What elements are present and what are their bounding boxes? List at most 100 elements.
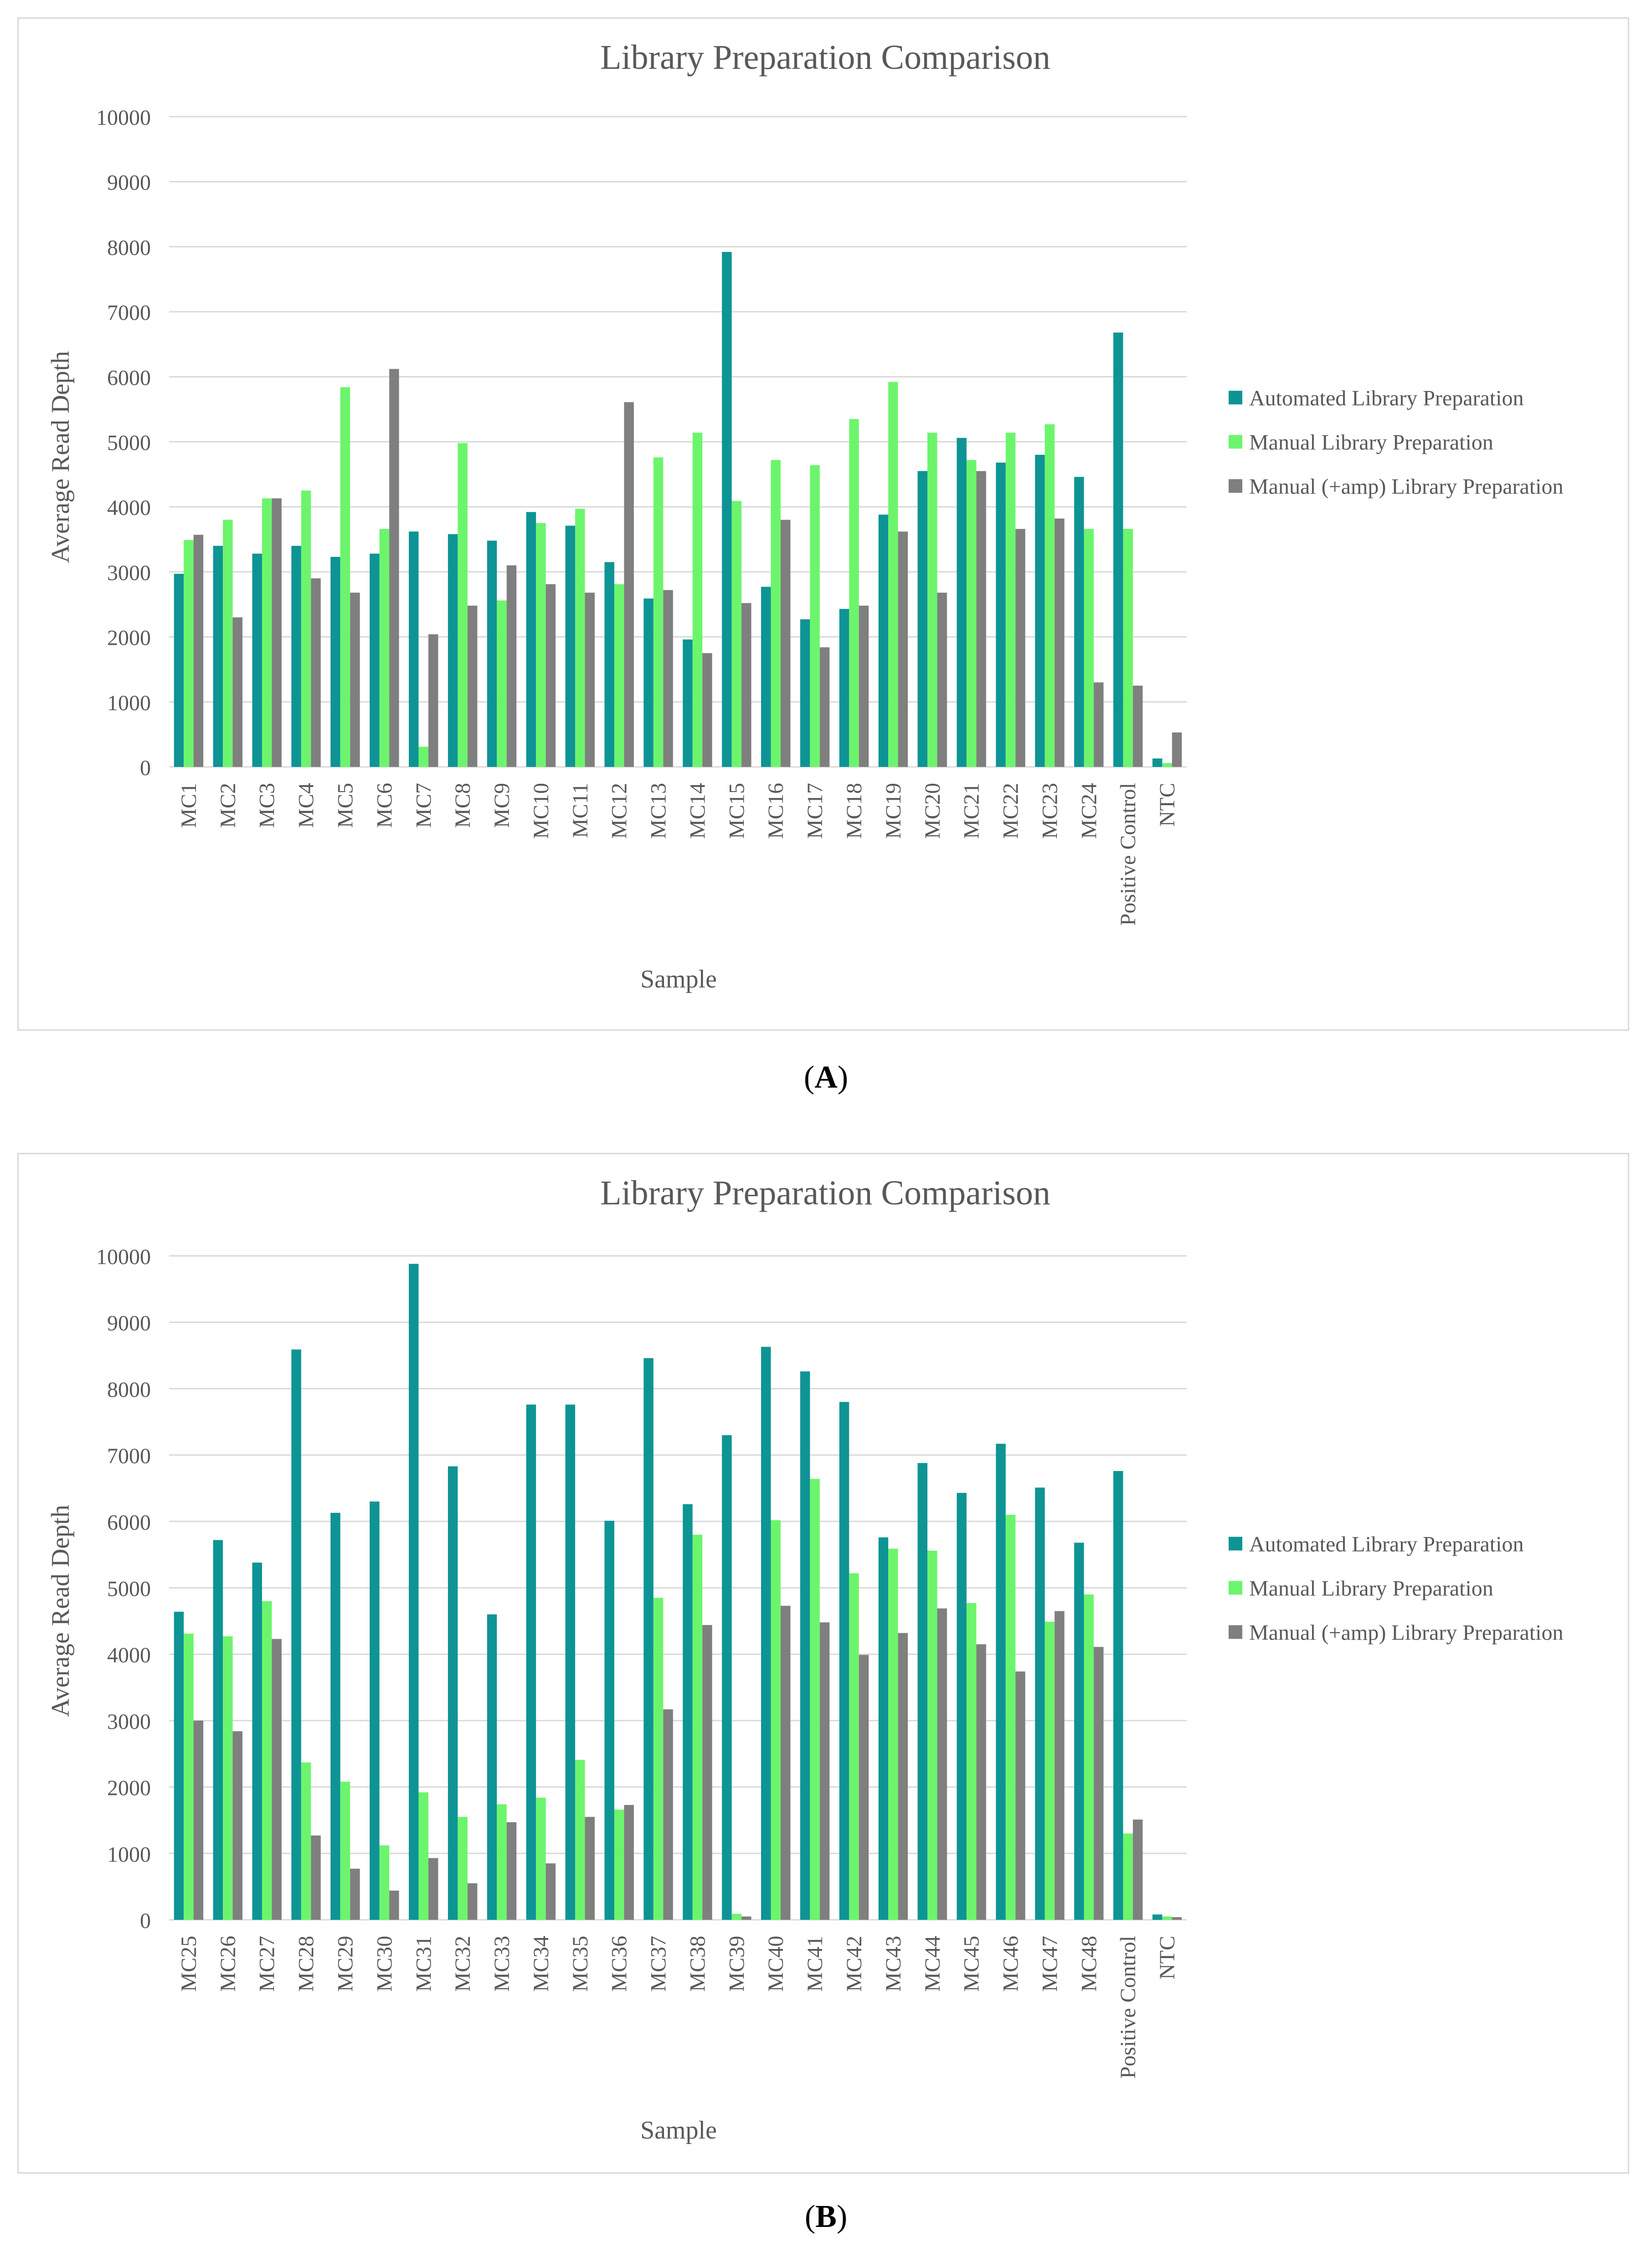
- bar-mc26-series-2: [223, 1636, 233, 1920]
- y-tick-label: 7000: [107, 301, 151, 325]
- x-tick-label: MC36: [607, 1936, 632, 1992]
- bar-mc29-series-3: [350, 1868, 360, 1920]
- x-tick-label: MC47: [1038, 1936, 1062, 1992]
- bar-mc43-series-1: [878, 1537, 889, 1920]
- bar-mc1-series-1: [174, 574, 184, 767]
- bar-mc32-series-2: [458, 1817, 468, 1920]
- bar-mc3-series-2: [262, 498, 272, 767]
- bar-mc43-series-3: [898, 1633, 908, 1920]
- x-tick-label: MC32: [451, 1936, 475, 1992]
- bar-mc46-series-1: [996, 1444, 1006, 1920]
- y-tick-label: 8000: [107, 1378, 151, 1402]
- y-tick-label: 5000: [107, 1577, 151, 1601]
- y-tick-label: 1000: [107, 691, 151, 715]
- bar-mc22-series-2: [1005, 432, 1016, 767]
- legend-swatch: [1229, 1537, 1242, 1551]
- bar-positive-control-series-2: [1123, 529, 1133, 767]
- bar-positive-control-series-1: [1113, 332, 1123, 767]
- bar-mc40-series-1: [761, 1347, 771, 1920]
- bar-mc33-series-2: [497, 1804, 507, 1920]
- bar-mc25-series-1: [174, 1611, 184, 1920]
- bar-mc11-series-1: [565, 525, 576, 767]
- bar-mc42-series-2: [849, 1573, 859, 1920]
- bar-mc12-series-1: [604, 562, 614, 767]
- bar-mc33-series-3: [506, 1822, 517, 1920]
- bar-mc31-series-1: [409, 1264, 419, 1920]
- bar-mc6-series-1: [370, 553, 380, 767]
- y-axis-label: Average Read Depth: [46, 351, 75, 563]
- bar-mc20-series-3: [937, 592, 947, 767]
- bar-ntc-series-1: [1152, 1914, 1163, 1920]
- bar-mc11-series-3: [585, 592, 595, 767]
- y-tick-label: 0: [140, 756, 151, 780]
- x-tick-label: MC16: [764, 783, 788, 839]
- bar-mc47-series-3: [1055, 1611, 1065, 1920]
- x-tick-label: MC2: [216, 783, 240, 828]
- bar-mc48-series-1: [1074, 1542, 1084, 1920]
- legend-swatch: [1229, 391, 1242, 405]
- bar-mc12-series-3: [624, 402, 634, 767]
- bar-mc39-series-1: [722, 1435, 732, 1920]
- bar-mc26-series-1: [213, 1540, 223, 1920]
- x-tick-label: MC23: [1038, 783, 1062, 839]
- bar-mc48-series-2: [1084, 1594, 1094, 1920]
- bar-mc10-series-1: [526, 512, 536, 767]
- bar-mc34-series-1: [526, 1404, 536, 1920]
- y-tick-label: 8000: [107, 236, 151, 260]
- legend-swatch: [1229, 1581, 1242, 1595]
- bar-mc25-series-3: [193, 1720, 204, 1920]
- x-tick-label: MC17: [803, 783, 827, 839]
- x-tick-label: MC18: [842, 783, 866, 839]
- x-tick-label: MC8: [451, 783, 475, 828]
- bar-mc3-series-3: [272, 498, 282, 767]
- x-tick-label: MC48: [1077, 1936, 1101, 1992]
- bar-mc20-series-2: [927, 432, 937, 767]
- x-tick-label: MC26: [216, 1936, 240, 1992]
- bar-mc6-series-2: [379, 529, 390, 767]
- bar-mc33-series-1: [487, 1614, 497, 1920]
- bar-mc15-series-3: [741, 603, 751, 767]
- bars: [174, 1264, 1182, 1920]
- x-tick-label: MC28: [294, 1936, 319, 1992]
- x-tick-label: MC39: [725, 1936, 749, 1992]
- bar-mc45-series-1: [957, 1493, 967, 1920]
- panel-letter: A: [814, 1060, 838, 1095]
- x-tick-label: MC43: [881, 1936, 906, 1992]
- legend-label: Manual (+amp) Library Preparation: [1249, 475, 1563, 499]
- y-tick-label: 10000: [96, 106, 151, 130]
- x-tick-label: MC15: [725, 783, 749, 839]
- y-tick-label: 0: [140, 1909, 151, 1933]
- x-tick-label: MC35: [568, 1936, 592, 1992]
- bar-positive-control-series-3: [1132, 685, 1143, 767]
- bar-mc9-series-1: [487, 540, 497, 767]
- x-tick-label: MC38: [685, 1936, 710, 1992]
- bar-mc22-series-1: [996, 463, 1006, 767]
- x-tick-label: MC1: [177, 783, 201, 828]
- panel-label-a: (A): [803, 1060, 849, 1095]
- bar-mc48-series-3: [1094, 1647, 1104, 1920]
- x-tick-label: NTC: [1155, 783, 1179, 827]
- bar-mc34-series-3: [546, 1863, 556, 1920]
- x-tick-label: MC40: [764, 1936, 788, 1992]
- panel-letter: B: [815, 2199, 837, 2234]
- bar-mc31-series-2: [418, 1792, 428, 1920]
- x-tick-label: MC5: [333, 783, 357, 828]
- y-tick-label: 2000: [107, 626, 151, 650]
- x-tick-label: MC46: [999, 1936, 1023, 1992]
- bar-mc1-series-3: [193, 535, 204, 767]
- bar-mc10-series-2: [536, 523, 546, 767]
- bar-mc43-series-2: [888, 1548, 898, 1920]
- x-tick-label: MC44: [921, 1936, 945, 1992]
- bar-mc23-series-2: [1045, 424, 1055, 767]
- chart-title: Library Preparation Comparison: [600, 38, 1050, 77]
- bar-mc46-series-2: [1005, 1515, 1016, 1920]
- x-tick-label: MC42: [842, 1936, 866, 1992]
- bar-mc30-series-2: [379, 1845, 390, 1920]
- y-tick-label: 10000: [96, 1245, 151, 1269]
- bar-mc4-series-3: [311, 578, 321, 767]
- bar-mc45-series-2: [966, 1603, 977, 1920]
- y-tick-label: 1000: [107, 1842, 151, 1866]
- bar-mc13-series-2: [653, 457, 664, 767]
- panel-label-b: (B): [804, 2199, 848, 2234]
- bar-mc21-series-3: [976, 471, 986, 767]
